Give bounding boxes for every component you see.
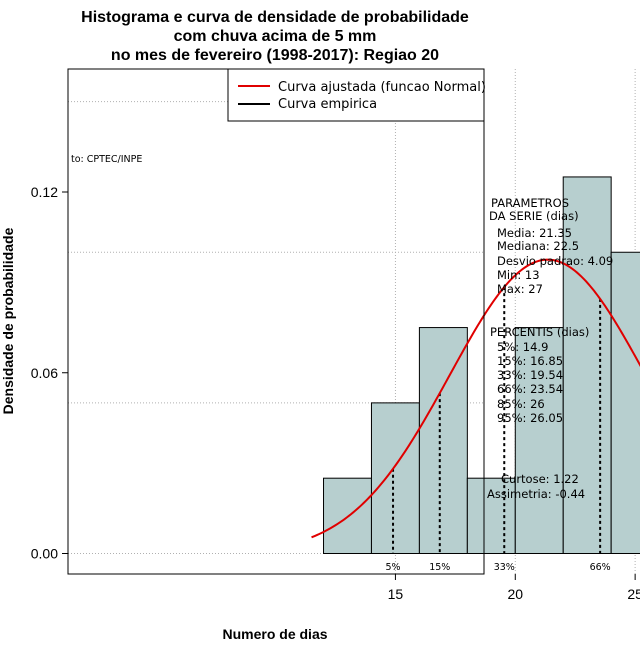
legend-box <box>227 68 485 122</box>
percentil-66: 66%: 23.54 <box>497 382 563 396</box>
normal-fit-curve <box>311 258 640 539</box>
params-header-1: PARAMETROS <box>491 196 569 210</box>
y-tick-label: 0.00 <box>31 546 58 562</box>
x-tick-label: 25 <box>627 586 640 602</box>
params-header-2: DA SERIE (dias) <box>489 209 579 223</box>
y-axis: 0.00 0.06 0.12 <box>31 184 68 562</box>
legend-label-fit: Curva ajustada (funcao Normal) <box>278 80 486 95</box>
histogram-bars <box>323 176 640 554</box>
percentil-5: 5%: 14.9 <box>497 340 548 354</box>
histogram-bar <box>370 402 420 554</box>
param-mediana: Mediana: 22.5 <box>497 239 579 253</box>
assimetria-value: Assimetria: -0.44 <box>487 487 585 501</box>
percentile-markers: 5%15%33%66%95% <box>385 287 611 573</box>
source-note: to: CPTEC/INPE <box>71 154 142 165</box>
legend: Curva ajustada (funcao Normal) Curva emp… <box>227 68 486 122</box>
percentile-label: 15% <box>429 562 450 573</box>
percentis-header: PERCENTIS (dias) <box>490 325 589 339</box>
curtose-value: Curtose: 1.22 <box>501 472 579 486</box>
percentile-label: 33% <box>494 562 515 573</box>
param-max: Max: 27 <box>497 282 543 296</box>
param-desvio: Desvio padrao: 4.09 <box>497 254 613 268</box>
y-tick-label: 0.12 <box>31 184 58 200</box>
legend-label-empirical: Curva empirica <box>278 97 377 112</box>
histogram-bar <box>562 176 612 554</box>
x-axis-title: Numero de dias <box>222 626 327 642</box>
stats-panel: PARAMETROS DA SERIE (dias) Media: 21.35 … <box>487 196 613 501</box>
param-min: Min: 13 <box>497 268 540 282</box>
histogram-bar <box>514 327 564 554</box>
percentil-95: 95%: 26.05 <box>497 411 563 425</box>
x-axis: 15 20 25 <box>388 574 640 602</box>
x-tick-label: 20 <box>507 586 523 602</box>
percentil-33: 33%: 19.54 <box>497 368 563 382</box>
y-axis-title: Densidade de probabilidade <box>0 227 16 414</box>
histogram-bar <box>418 327 468 554</box>
percentil-85: 85%: 26 <box>497 397 545 411</box>
chart-title-line-3: no mes de fevereiro (1998-2017): Regiao … <box>111 47 439 64</box>
histogram-bar <box>610 251 640 554</box>
percentil-15: 15%: 16.85 <box>497 354 563 368</box>
chart-title-line-1: Histograma e curva de densidade de proba… <box>81 9 469 26</box>
y-tick-label: 0.06 <box>31 365 58 381</box>
x-tick-label: 15 <box>388 586 404 602</box>
percentile-label: 5% <box>385 562 400 573</box>
percentile-label: 66% <box>590 562 611 573</box>
param-media: Media: 21.35 <box>497 226 572 240</box>
chart-title-line-2: com chuva acima de 5 mm <box>174 28 377 45</box>
